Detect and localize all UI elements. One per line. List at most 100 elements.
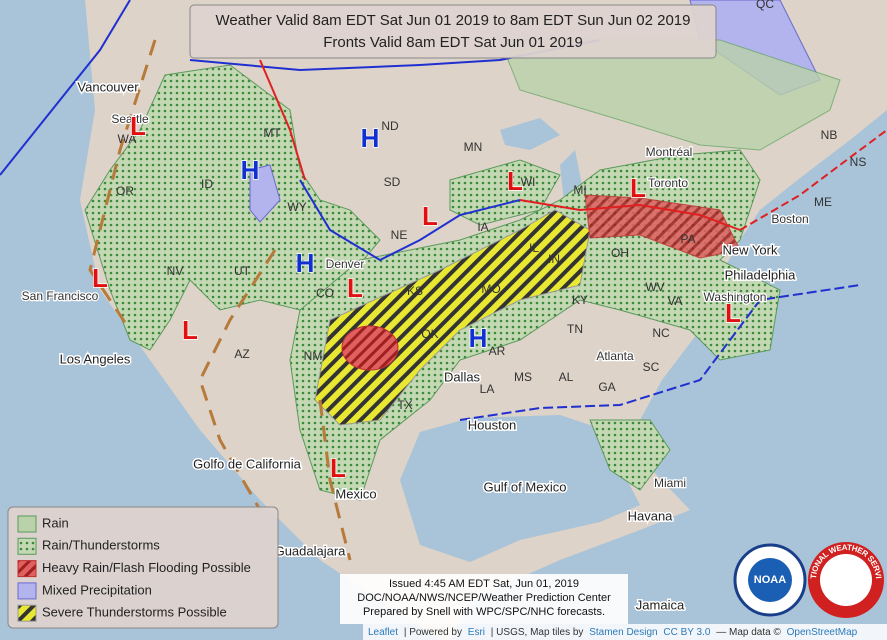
place-label: SC: [643, 360, 660, 374]
place-label: AL: [559, 370, 574, 384]
place-label: WY: [287, 200, 306, 214]
place-label: Dallas: [444, 369, 481, 384]
place-label: Miami: [654, 476, 686, 490]
place-label: Jamaica: [636, 597, 685, 612]
flood-area: [341, 325, 399, 371]
place-label: MN: [464, 140, 483, 154]
place-label: San Francisco: [22, 289, 99, 303]
mixed-area: [249, 164, 281, 223]
place-label: Havana: [628, 508, 674, 523]
place-label: OH: [611, 246, 629, 260]
place-label: KY: [572, 293, 588, 307]
place-label: Montréal: [646, 145, 693, 159]
thunderstorm-area: [589, 419, 671, 491]
trough: [198, 249, 277, 511]
pressure-center: H: [361, 123, 380, 153]
place-label: NS: [850, 155, 867, 169]
place-label: IL: [529, 241, 539, 255]
osm-link[interactable]: OpenStreetMap: [787, 627, 858, 638]
place-label: New York: [723, 242, 778, 257]
place-label: WI: [521, 175, 536, 189]
place-label: NE: [391, 228, 408, 242]
place-label: NC: [652, 326, 670, 340]
attribution-text: — Map data ©: [716, 627, 781, 638]
pressure-center: L: [507, 166, 523, 196]
cc-link[interactable]: CC BY 3.0: [663, 627, 710, 638]
severe-area: [314, 209, 591, 426]
place-label: KS: [407, 284, 423, 298]
place-label: AR: [489, 344, 506, 358]
place-label: UT: [234, 264, 251, 278]
place-label: CO: [316, 286, 334, 300]
legend: [7, 506, 279, 629]
place-label: Vancouver: [77, 79, 139, 94]
place-label: ME: [814, 195, 832, 209]
place-label: WA: [118, 132, 137, 146]
legend-label: Mixed Precipitation: [42, 582, 152, 597]
leaflet-link[interactable]: Leaflet: [368, 627, 398, 638]
place-label: Washington: [704, 290, 767, 304]
place-label: MS: [514, 370, 532, 384]
place-label: MO: [481, 282, 500, 296]
gulf: [400, 415, 640, 562]
place-label: Toronto: [648, 176, 688, 190]
pressure-center: L: [347, 273, 363, 303]
place-label: TX: [397, 398, 412, 412]
pressure-center: L: [630, 173, 646, 203]
place-label: Denver: [326, 257, 365, 271]
place-label: OK: [421, 327, 438, 341]
pressure-center: L: [725, 298, 741, 328]
place-label: SD: [384, 175, 401, 189]
place-label: IN: [548, 252, 560, 266]
title: Weather Valid 8am EDT Sat Jun 01 2019 to…: [215, 12, 690, 29]
place-label: VA: [667, 294, 682, 308]
stamen-link[interactable]: Stamen Design: [589, 627, 657, 638]
stationary-front: [739, 129, 887, 231]
pressure-center: L: [92, 263, 108, 293]
place-label: Gulf of Mexico: [483, 479, 566, 494]
legend-swatch: [17, 515, 37, 533]
place-label: Mexico: [335, 486, 376, 501]
place-label: TN: [567, 322, 583, 336]
noaa-text: NOAA: [754, 574, 786, 586]
pressure-center: L: [130, 111, 146, 141]
legend-swatch: [17, 560, 37, 578]
place-label: QC: [756, 0, 774, 11]
noaa-logo-inner: [748, 558, 792, 602]
place-label: Atlanta: [596, 349, 634, 363]
place-label: WV: [645, 280, 664, 294]
nws-logo-inner: [820, 554, 872, 606]
issued-box: [340, 574, 628, 624]
place-labels: Vancouver Seattle WA OR ID MT ND SD MN WY NE NV UT CO…: [20, 0, 867, 614]
issued-line: DOC/NOAA/NWS/NCEP/Weather Prediction Cen…: [357, 592, 611, 604]
legend-label: Severe Thunderstorms Possible: [42, 605, 227, 620]
attribution-bar: [363, 624, 887, 640]
place-label: MT: [263, 126, 281, 140]
attribution-text: | USGS, Map tiles by: [491, 627, 584, 638]
place-label: NV: [167, 264, 184, 278]
place-label: LA: [480, 382, 495, 396]
place-label: GA: [598, 380, 615, 394]
pressure-center: H: [296, 248, 315, 278]
rain-area: [499, 39, 841, 151]
pressure-centers: H H H H L L L L L L L L L: [91, 110, 742, 484]
place-label: NB: [821, 128, 838, 142]
trough: [318, 399, 352, 561]
atlantic: [450, 110, 887, 640]
legend-label: Rain: [42, 515, 69, 530]
esri-link[interactable]: Esri: [468, 627, 485, 638]
title-box: [189, 4, 717, 59]
place-label: IA: [477, 220, 488, 234]
attribution: Leaflet | Powered by Esri | USGS, Map ti…: [368, 627, 858, 638]
issued-text: Issued 4:45 AM EDT Sat, Jun 01, 2019 DOC/…: [357, 578, 611, 618]
place-label: Guadalajara: [275, 543, 347, 558]
place-label: AZ: [234, 347, 249, 361]
pressure-center: L: [330, 453, 346, 483]
pacific: [0, 0, 440, 640]
place-label: Houston: [468, 417, 516, 432]
place-label: Seattle: [111, 112, 149, 126]
place-label: Los Angeles: [60, 351, 131, 366]
stationary-front: [459, 284, 861, 421]
lake: [500, 118, 560, 150]
